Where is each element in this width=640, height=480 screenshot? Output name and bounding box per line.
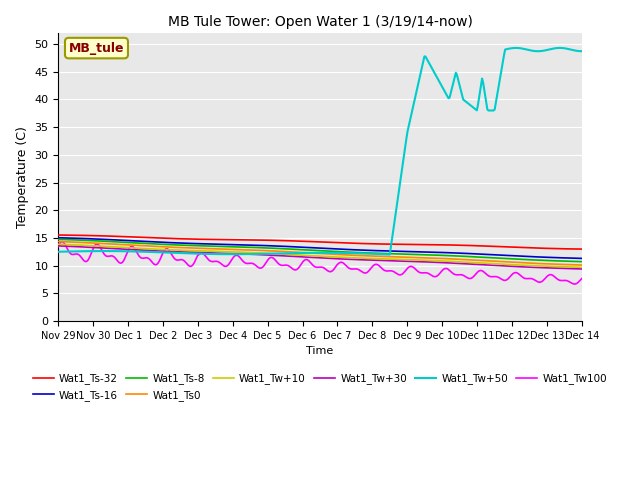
- Line: Wat1_Ts0: Wat1_Ts0: [58, 241, 582, 265]
- Wat1_Ts0: [483, 258, 491, 264]
- Line: Wat1_Tw100: Wat1_Tw100: [58, 242, 582, 284]
- Line: Wat1_Ts-16: Wat1_Ts-16: [58, 238, 582, 258]
- Wat1_Ts-8: [303, 247, 311, 253]
- Wat1_Tw+30: [303, 254, 311, 260]
- Wat1_Tw100: [304, 257, 312, 263]
- Wat1_Tw+50: [484, 108, 492, 113]
- Wat1_Ts-32: [483, 243, 491, 249]
- Wat1_Tw+10: [366, 255, 374, 261]
- Wat1_Ts-32: [338, 240, 346, 246]
- Wat1_Ts-32: [578, 246, 586, 252]
- Wat1_Tw100: [59, 239, 67, 245]
- Wat1_Tw+30: [306, 254, 314, 260]
- Wat1_Tw100: [571, 281, 579, 287]
- Wat1_Tw100: [54, 243, 62, 249]
- Wat1_Tw+30: [483, 262, 491, 268]
- Wat1_Tw+50: [556, 45, 564, 51]
- Wat1_Tw+50: [366, 251, 374, 257]
- Wat1_Tw+10: [483, 261, 491, 266]
- Wat1_Tw+50: [578, 48, 586, 54]
- Wat1_Ts-16: [483, 252, 491, 257]
- Legend: Wat1_Ts-32, Wat1_Ts-16, Wat1_Ts-8, Wat1_Ts0, Wat1_Tw+10, Wat1_Tw+30, Wat1_Tw+50,: Wat1_Ts-32, Wat1_Ts-16, Wat1_Ts-8, Wat1_…: [29, 370, 611, 405]
- Line: Wat1_Ts-8: Wat1_Ts-8: [58, 240, 582, 262]
- Wat1_Tw+30: [54, 243, 62, 249]
- Wat1_Tw+10: [54, 241, 62, 247]
- Wat1_Tw100: [566, 279, 574, 285]
- Wat1_Tw+50: [338, 250, 346, 256]
- Wat1_Ts-32: [303, 239, 311, 244]
- Wat1_Tw100: [367, 265, 375, 271]
- Wat1_Ts0: [578, 262, 586, 268]
- Y-axis label: Temperature (C): Temperature (C): [16, 126, 29, 228]
- Wat1_Ts-8: [54, 237, 62, 242]
- Text: MB_tule: MB_tule: [68, 42, 124, 55]
- Wat1_Tw+50: [386, 252, 394, 257]
- Wat1_Ts0: [565, 262, 573, 267]
- Line: Wat1_Tw+30: Wat1_Tw+30: [58, 246, 582, 269]
- Title: MB Tule Tower: Open Water 1 (3/19/14-now): MB Tule Tower: Open Water 1 (3/19/14-now…: [168, 15, 472, 29]
- Wat1_Ts-32: [565, 246, 573, 252]
- Wat1_Tw+10: [578, 264, 586, 270]
- Wat1_Ts-8: [306, 247, 314, 253]
- Wat1_Tw100: [307, 260, 315, 266]
- Wat1_Tw+50: [54, 249, 62, 254]
- Wat1_Tw100: [339, 260, 346, 265]
- Wat1_Ts-8: [483, 254, 491, 260]
- Wat1_Ts-32: [54, 232, 62, 238]
- Wat1_Ts-16: [338, 246, 346, 252]
- Wat1_Ts-16: [366, 248, 374, 253]
- Line: Wat1_Ts-32: Wat1_Ts-32: [58, 235, 582, 249]
- Wat1_Ts0: [306, 250, 314, 256]
- Wat1_Ts-8: [565, 258, 573, 264]
- Wat1_Ts0: [338, 252, 346, 258]
- Wat1_Tw+30: [338, 256, 346, 262]
- Wat1_Tw+30: [366, 257, 374, 263]
- Wat1_Ts-16: [306, 245, 314, 251]
- Wat1_Ts0: [54, 239, 62, 244]
- Wat1_Ts-8: [366, 250, 374, 256]
- Wat1_Tw+10: [306, 253, 314, 259]
- Wat1_Tw+50: [303, 250, 311, 256]
- Wat1_Tw+10: [303, 252, 311, 258]
- Line: Wat1_Tw+50: Wat1_Tw+50: [58, 48, 582, 254]
- Wat1_Tw100: [484, 273, 492, 278]
- Wat1_Tw+10: [338, 254, 346, 260]
- Wat1_Ts-16: [303, 244, 311, 250]
- Wat1_Tw+30: [578, 266, 586, 272]
- Line: Wat1_Tw+10: Wat1_Tw+10: [58, 244, 582, 267]
- Wat1_Ts-32: [306, 239, 314, 244]
- Wat1_Ts-8: [578, 259, 586, 264]
- Wat1_Ts0: [366, 253, 374, 259]
- Wat1_Ts-16: [54, 235, 62, 240]
- Wat1_Ts-8: [338, 249, 346, 255]
- Wat1_Tw+50: [306, 250, 314, 256]
- Wat1_Ts0: [303, 250, 311, 256]
- Wat1_Ts-16: [565, 255, 573, 261]
- Wat1_Tw100: [578, 276, 586, 281]
- Wat1_Tw+30: [565, 266, 573, 272]
- X-axis label: Time: Time: [307, 346, 333, 356]
- Wat1_Tw+50: [568, 47, 575, 53]
- Wat1_Tw+10: [565, 264, 573, 270]
- Wat1_Ts-32: [366, 241, 374, 247]
- Wat1_Ts-16: [578, 255, 586, 261]
